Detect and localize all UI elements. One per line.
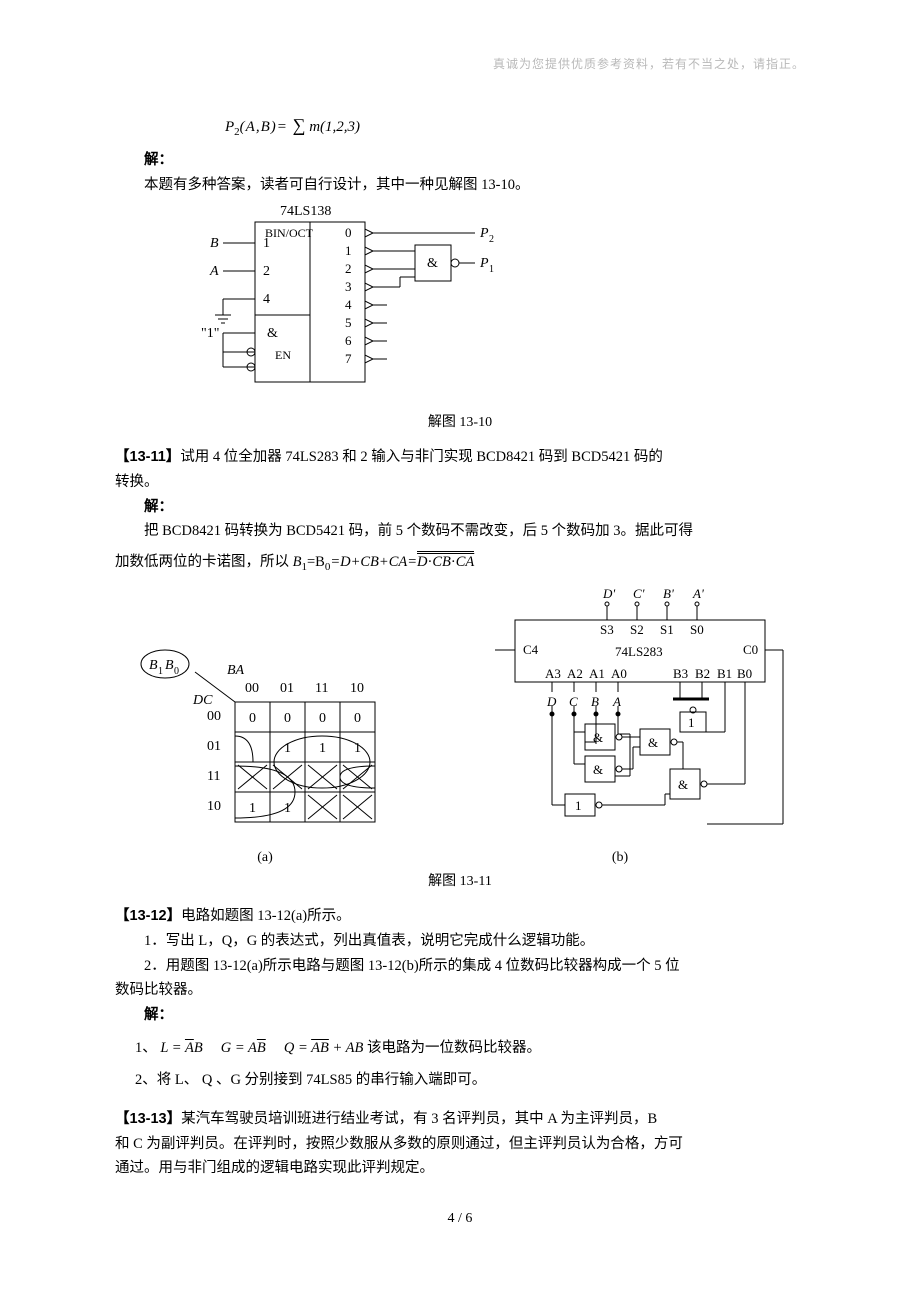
- svg-text:1: 1: [489, 264, 494, 275]
- svg-text:B3: B3: [673, 666, 688, 681]
- svg-text:P: P: [479, 226, 489, 241]
- svg-text:0: 0: [319, 711, 326, 726]
- svg-text:A: A: [612, 694, 621, 709]
- svg-text:A': A': [692, 586, 704, 601]
- svg-text:B1: B1: [717, 666, 732, 681]
- jie-1: 解：: [115, 148, 805, 173]
- svg-text:B: B: [591, 694, 599, 709]
- svg-text:EN: EN: [275, 348, 291, 362]
- svg-text:B: B: [149, 658, 158, 673]
- q13: 【13-13】某汽车驾驶员培训班进行结业考试，有 3 名评判员，其中 A 为主评…: [115, 1107, 805, 1132]
- q12: 【13-12】电路如题图 13-12(a)所示。: [115, 904, 805, 929]
- svg-text:&: &: [593, 730, 603, 745]
- svg-text:11: 11: [207, 769, 220, 784]
- q13-3: 通过。用与非门组成的逻辑电路实现此评判规定。: [115, 1156, 805, 1181]
- svg-text:A0: A0: [611, 666, 627, 681]
- figure-13-10: 74LS138 BIN/OCT B 1 A 2 4 "1": [115, 197, 805, 431]
- fig1-caption: 解图 13-10: [115, 411, 805, 431]
- fig2-caption: 解图 13-11: [115, 870, 805, 890]
- svg-text:B': B': [663, 586, 674, 601]
- svg-text:00: 00: [245, 681, 259, 696]
- svg-text:4: 4: [263, 292, 270, 307]
- jie-2: 解：: [115, 495, 805, 520]
- svg-text:5: 5: [345, 315, 352, 330]
- svg-text:&: &: [427, 256, 438, 271]
- svg-text:74LS283: 74LS283: [615, 644, 663, 659]
- svg-text:0: 0: [354, 711, 361, 726]
- svg-text:10: 10: [350, 681, 364, 696]
- svg-text:A3: A3: [545, 666, 561, 681]
- svg-text:S2: S2: [630, 622, 644, 637]
- svg-text:B0: B0: [737, 666, 752, 681]
- q11: 【13-11】试用 4 位全加器 74LS283 和 2 输入与非门实现 BCD…: [115, 445, 805, 470]
- p1-line: 本题有多种答案，读者可自行设计，其中一种见解图 13-10。: [115, 173, 805, 198]
- svg-text:1: 1: [249, 801, 256, 816]
- svg-text:10: 10: [207, 799, 221, 814]
- svg-text:S0: S0: [690, 622, 704, 637]
- svg-text:1: 1: [158, 666, 163, 677]
- adder-sublabel: (b): [455, 850, 785, 866]
- svg-text:A2: A2: [567, 666, 583, 681]
- q11-2: 转换。: [115, 470, 805, 495]
- svg-text:3: 3: [345, 279, 352, 294]
- q13-2: 和 C 为副评判员。在评判时，按照少数服从多数的原则通过，但主评判员认为合格，方…: [115, 1132, 805, 1157]
- svg-text:A1: A1: [589, 666, 605, 681]
- svg-text:DC: DC: [192, 693, 213, 708]
- svg-text:&: &: [678, 777, 688, 792]
- svg-text:11: 11: [315, 681, 328, 696]
- svg-text:1: 1: [263, 236, 270, 251]
- svg-text:S3: S3: [600, 622, 614, 637]
- svg-text:B2: B2: [695, 666, 710, 681]
- kmap-sublabel: (a): [135, 850, 395, 866]
- svg-text:1: 1: [345, 243, 352, 258]
- svg-text:C4: C4: [523, 642, 539, 657]
- svg-text:1: 1: [688, 715, 695, 730]
- svg-text:7: 7: [345, 351, 352, 366]
- svg-text:0: 0: [174, 666, 179, 677]
- svg-text:1: 1: [284, 741, 291, 756]
- svg-text:P: P: [479, 256, 489, 271]
- svg-text:1: 1: [575, 798, 582, 813]
- svg-text:&: &: [648, 735, 658, 750]
- svg-text:"1": "1": [201, 326, 219, 341]
- svg-text:C': C': [633, 586, 645, 601]
- eq-p2: P2(A,B)= ∑ m(1,2,3): [225, 115, 805, 138]
- header-note: 真诚为您提供优质参考资料，若有不当之处，请指正。: [493, 55, 805, 72]
- svg-text:1: 1: [319, 741, 326, 756]
- svg-text:00: 00: [207, 709, 221, 724]
- jie-3: 解：: [115, 1003, 805, 1028]
- q12-ans2: 2、将 L、 Q 、G 分别接到 74LS85 的串行输入端即可。: [135, 1068, 805, 1093]
- svg-text:01: 01: [280, 681, 294, 696]
- svg-text:2: 2: [489, 234, 494, 245]
- svg-text:2: 2: [345, 261, 352, 276]
- svg-text:0: 0: [249, 711, 256, 726]
- figure-13-11: B 1 B 0 BA DC 00 01 11 10 00 01 11 10: [115, 584, 805, 866]
- svg-text:6: 6: [345, 333, 352, 348]
- svg-text:&: &: [593, 762, 603, 777]
- svg-text:BA: BA: [227, 663, 245, 678]
- q11-body1: 把 BCD8421 码转换为 BCD5421 码，前 5 个数码不需改变，后 5…: [115, 519, 805, 544]
- svg-text:C0: C0: [743, 642, 758, 657]
- q11-body2: 加数低两位的卡诺图，所以 B1=B0=D+CB+CA=D·CB·CA: [115, 550, 805, 577]
- svg-text:2: 2: [263, 264, 270, 279]
- svg-text:4: 4: [345, 297, 352, 312]
- svg-text:0: 0: [284, 711, 291, 726]
- q12-1: 1．写出 L，Q，G 的表达式，列出真值表，说明它完成什么逻辑功能。: [115, 929, 805, 954]
- q12-2: 2．用题图 13-12(a)所示电路与题图 13-12(b)所示的集成 4 位数…: [115, 954, 805, 979]
- q12-3: 数码比较器。: [115, 978, 805, 1003]
- chip-title: 74LS138: [280, 204, 331, 219]
- svg-text:BIN/OCT: BIN/OCT: [265, 226, 314, 240]
- svg-text:&: &: [267, 326, 278, 341]
- svg-text:A: A: [209, 264, 219, 279]
- svg-text:B: B: [165, 658, 174, 673]
- page-number: 4 / 6: [115, 1211, 805, 1227]
- svg-text:D': D': [602, 586, 615, 601]
- svg-text:0: 0: [345, 225, 352, 240]
- q12-ans1: 1、 L = AB G = AB Q = AB + AB 该电路为一位数码比较器…: [135, 1036, 805, 1061]
- svg-text:B: B: [210, 236, 219, 251]
- svg-text:01: 01: [207, 739, 221, 754]
- svg-text:S1: S1: [660, 622, 674, 637]
